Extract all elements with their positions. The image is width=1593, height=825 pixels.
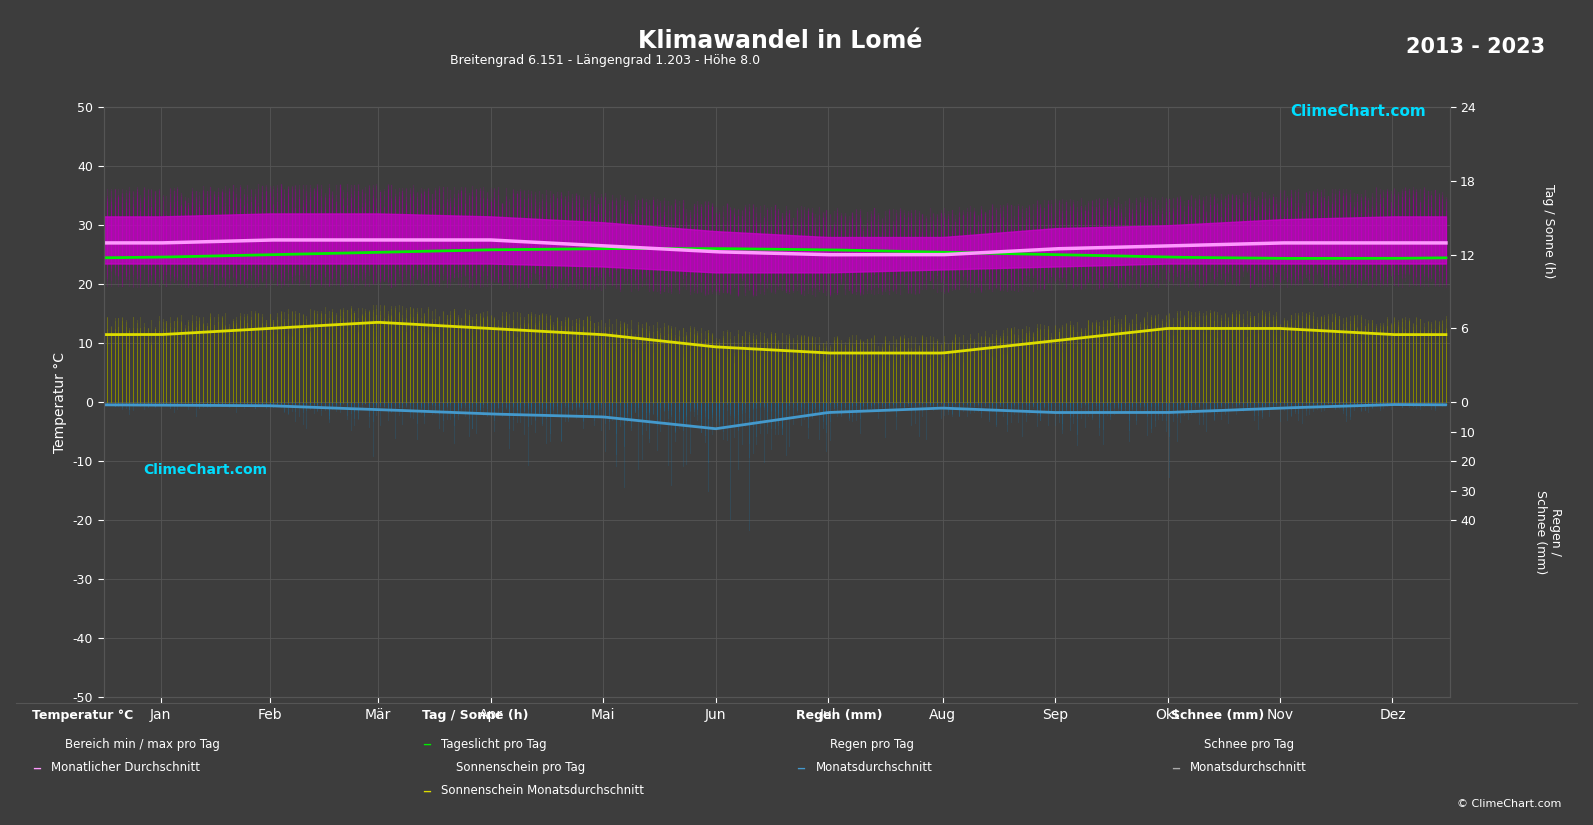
Text: Tageslicht pro Tag: Tageslicht pro Tag — [441, 738, 546, 751]
Text: –: – — [796, 758, 806, 776]
Text: ClimeChart.com: ClimeChart.com — [143, 464, 268, 477]
Text: Klimawandel in Lomé: Klimawandel in Lomé — [639, 29, 922, 53]
Text: –: – — [1171, 758, 1180, 776]
Text: ClimeChart.com: ClimeChart.com — [1290, 104, 1426, 119]
Text: Monatsdurchschnitt: Monatsdurchschnitt — [1190, 761, 1306, 774]
Text: Schnee (mm): Schnee (mm) — [1171, 710, 1265, 723]
Text: Regen pro Tag: Regen pro Tag — [830, 738, 914, 751]
Text: –: – — [32, 758, 41, 776]
Text: Schnee pro Tag: Schnee pro Tag — [1204, 738, 1295, 751]
Text: Monatsdurchschnitt: Monatsdurchschnitt — [816, 761, 932, 774]
Text: Regen /
Schnee (mm): Regen / Schnee (mm) — [1534, 490, 1563, 574]
Y-axis label: Temperatur °C: Temperatur °C — [53, 351, 67, 453]
Text: Tag / Sonne (h): Tag / Sonne (h) — [422, 710, 529, 723]
Text: Sonnenschein pro Tag: Sonnenschein pro Tag — [456, 761, 585, 774]
Text: © ClimeChart.com: © ClimeChart.com — [1456, 799, 1561, 809]
Text: –: – — [422, 735, 432, 753]
Text: Breitengrad 6.151 - Längengrad 1.203 - Höhe 8.0: Breitengrad 6.151 - Längengrad 1.203 - H… — [451, 54, 760, 67]
Text: 2013 - 2023: 2013 - 2023 — [1407, 37, 1545, 57]
Text: Monatlicher Durchschnitt: Monatlicher Durchschnitt — [51, 761, 201, 774]
Text: Tag / Sonne (h): Tag / Sonne (h) — [1542, 184, 1555, 278]
Text: –: – — [422, 781, 432, 799]
Text: Temperatur °C: Temperatur °C — [32, 710, 134, 723]
Text: Regen (mm): Regen (mm) — [796, 710, 883, 723]
Text: Bereich min / max pro Tag: Bereich min / max pro Tag — [65, 738, 220, 751]
Text: Sonnenschein Monatsdurchschnitt: Sonnenschein Monatsdurchschnitt — [441, 784, 644, 797]
